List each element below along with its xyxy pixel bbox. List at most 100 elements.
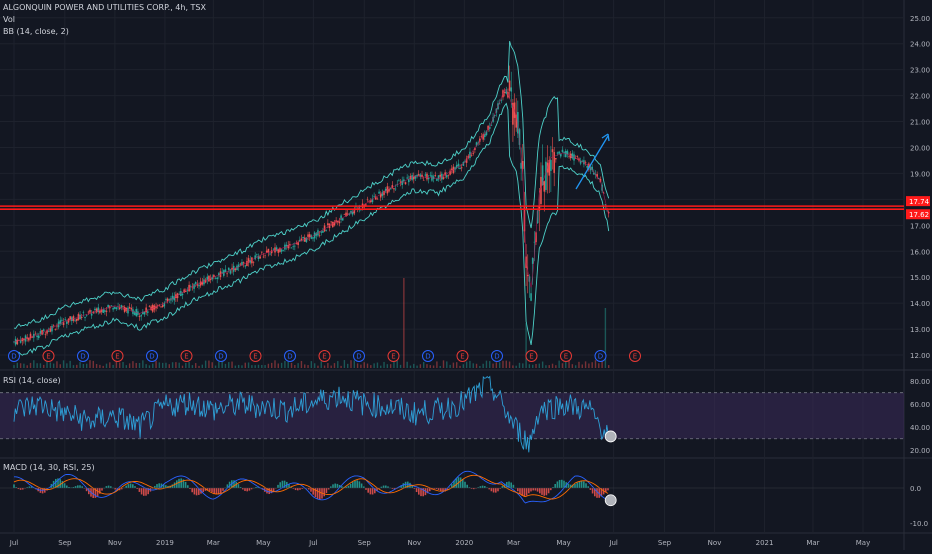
price-candle[interactable]: [541, 165, 544, 185]
price-candle[interactable]: [237, 264, 240, 268]
event-marker[interactable]: [42, 350, 55, 362]
price-candle[interactable]: [485, 131, 488, 136]
price-candle[interactable]: [593, 172, 595, 175]
price-candle[interactable]: [583, 160, 585, 165]
price-candle[interactable]: [87, 311, 90, 313]
price-candle[interactable]: [426, 173, 428, 180]
event-marker[interactable]: [215, 350, 227, 362]
price-candle[interactable]: [214, 278, 217, 279]
price-candle[interactable]: [94, 308, 96, 311]
price-candle[interactable]: [224, 269, 227, 273]
price-candle[interactable]: [166, 298, 169, 302]
price-candle[interactable]: [500, 100, 503, 101]
price-candle[interactable]: [596, 174, 598, 177]
price-candle[interactable]: [416, 175, 418, 177]
price-candle[interactable]: [104, 310, 106, 312]
price-candle[interactable]: [414, 175, 417, 179]
price-candle[interactable]: [464, 161, 466, 162]
price-candle[interactable]: [512, 102, 514, 125]
symbol-title[interactable]: ALGONQUIN POWER AND UTILITIES CORP., 4h,…: [3, 3, 206, 12]
rsi-highlight-marker[interactable]: [604, 430, 617, 443]
price-candle[interactable]: [474, 147, 476, 150]
price-candle[interactable]: [122, 306, 124, 307]
price-candle[interactable]: [470, 155, 473, 156]
price-candle[interactable]: [434, 175, 437, 176]
price-candle[interactable]: [310, 235, 313, 239]
price-candle[interactable]: [490, 125, 493, 126]
price-candle[interactable]: [566, 150, 569, 155]
price-candle[interactable]: [199, 281, 202, 286]
price-candle[interactable]: [393, 188, 395, 190]
price-candle[interactable]: [61, 319, 63, 321]
price-candle[interactable]: [437, 175, 440, 180]
price-candle[interactable]: [330, 221, 332, 223]
price-candle[interactable]: [269, 253, 271, 255]
price-candle[interactable]: [348, 213, 351, 215]
price-candle[interactable]: [548, 159, 551, 176]
price-candle[interactable]: [607, 212, 610, 214]
price-candle[interactable]: [520, 162, 522, 169]
price-candle[interactable]: [158, 305, 161, 307]
price-candle[interactable]: [51, 326, 53, 332]
price-candle[interactable]: [447, 175, 450, 176]
price-candle[interactable]: [555, 158, 557, 160]
price-candle[interactable]: [298, 239, 301, 242]
price-candle[interactable]: [526, 274, 529, 277]
price-candle[interactable]: [36, 335, 38, 338]
price-candle[interactable]: [79, 314, 81, 320]
price-candle[interactable]: [533, 241, 536, 243]
price-candle[interactable]: [147, 311, 149, 313]
price-candle[interactable]: [113, 306, 116, 309]
price-candle[interactable]: [231, 267, 233, 270]
price-candle[interactable]: [69, 316, 71, 320]
price-candle[interactable]: [307, 234, 309, 237]
price-candle[interactable]: [272, 248, 275, 250]
price-candle[interactable]: [518, 129, 521, 145]
price-candle[interactable]: [102, 309, 105, 313]
price-candle[interactable]: [156, 304, 159, 306]
event-marker[interactable]: [146, 350, 158, 362]
price-candle[interactable]: [510, 87, 513, 92]
price-candle[interactable]: [54, 329, 57, 330]
price-candle[interactable]: [204, 279, 207, 283]
price-candle[interactable]: [227, 267, 230, 270]
price-candle[interactable]: [49, 327, 52, 332]
event-marker[interactable]: [387, 350, 400, 362]
price-candle[interactable]: [336, 220, 339, 223]
price-candle[interactable]: [165, 299, 167, 301]
price-candle[interactable]: [484, 133, 486, 138]
price-candle[interactable]: [112, 308, 114, 310]
price-candle[interactable]: [341, 218, 344, 221]
price-candle[interactable]: [216, 277, 218, 280]
price-candle[interactable]: [303, 237, 306, 242]
price-candle[interactable]: [171, 295, 174, 300]
price-candle[interactable]: [421, 174, 423, 177]
event-marker[interactable]: [594, 350, 607, 362]
price-candle[interactable]: [89, 310, 91, 313]
price-candle[interactable]: [383, 191, 385, 195]
price-candle[interactable]: [142, 311, 144, 315]
price-candle[interactable]: [208, 275, 210, 282]
price-candle[interactable]: [599, 178, 602, 183]
price-candle[interactable]: [80, 317, 83, 318]
price-candle[interactable]: [277, 249, 280, 253]
price-candle[interactable]: [130, 307, 133, 310]
price-candle[interactable]: [294, 245, 296, 247]
price-candle[interactable]: [427, 177, 430, 180]
price-candle[interactable]: [579, 160, 582, 164]
price-candle[interactable]: [201, 281, 204, 285]
price-candle[interactable]: [305, 237, 308, 243]
price-candle[interactable]: [123, 306, 126, 312]
event-marker[interactable]: [491, 350, 503, 362]
price-candle[interactable]: [320, 231, 323, 233]
price-candle[interactable]: [460, 167, 463, 169]
price-candle[interactable]: [37, 335, 40, 339]
price-candle[interactable]: [90, 313, 93, 316]
price-candle[interactable]: [282, 250, 285, 251]
price-candle[interactable]: [543, 181, 546, 192]
price-candle[interactable]: [586, 166, 589, 168]
price-candle[interactable]: [591, 166, 593, 170]
price-candle[interactable]: [23, 338, 25, 341]
price-candle[interactable]: [559, 153, 562, 157]
